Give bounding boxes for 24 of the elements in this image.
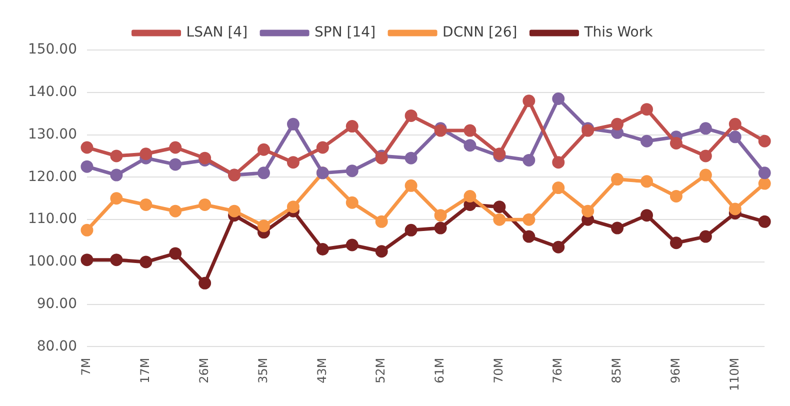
legend-label: SPN [14] — [314, 24, 376, 41]
x-tick-label: 35M — [256, 358, 270, 384]
x-tick-label: 76M — [550, 358, 564, 384]
x-tick-label: 43M — [314, 358, 329, 384]
legend-label: LSAN [4] — [186, 24, 248, 41]
x-tick-label: 110M — [727, 358, 742, 392]
y-tick-label: 100.00 — [28, 254, 77, 270]
x-tick-label: 52M — [374, 358, 388, 384]
y-tick-label: 150.00 — [28, 42, 77, 58]
x-tick-label: 70M — [492, 358, 506, 384]
legend-label: This Work — [583, 24, 654, 41]
y-tick-label: 90.00 — [36, 296, 77, 312]
y-tick-label: 110.00 — [28, 211, 77, 228]
x-tick-label: 17M — [138, 358, 152, 384]
x-tick-label: 96M — [668, 358, 682, 384]
y-tick-label: 80.00 — [36, 338, 77, 354]
x-tick-label: 7M — [79, 358, 94, 376]
x-tick-label: 61M — [432, 358, 447, 384]
y-tick-label: 120.00 — [28, 168, 77, 185]
x-tick-label: 85M — [609, 358, 624, 384]
x-tick-label: 26M — [196, 358, 211, 384]
y-tick-label: 140.00 — [28, 84, 77, 100]
legend-label: DCNN [26] — [442, 24, 518, 41]
y-tick-label: 130.00 — [28, 126, 77, 142]
